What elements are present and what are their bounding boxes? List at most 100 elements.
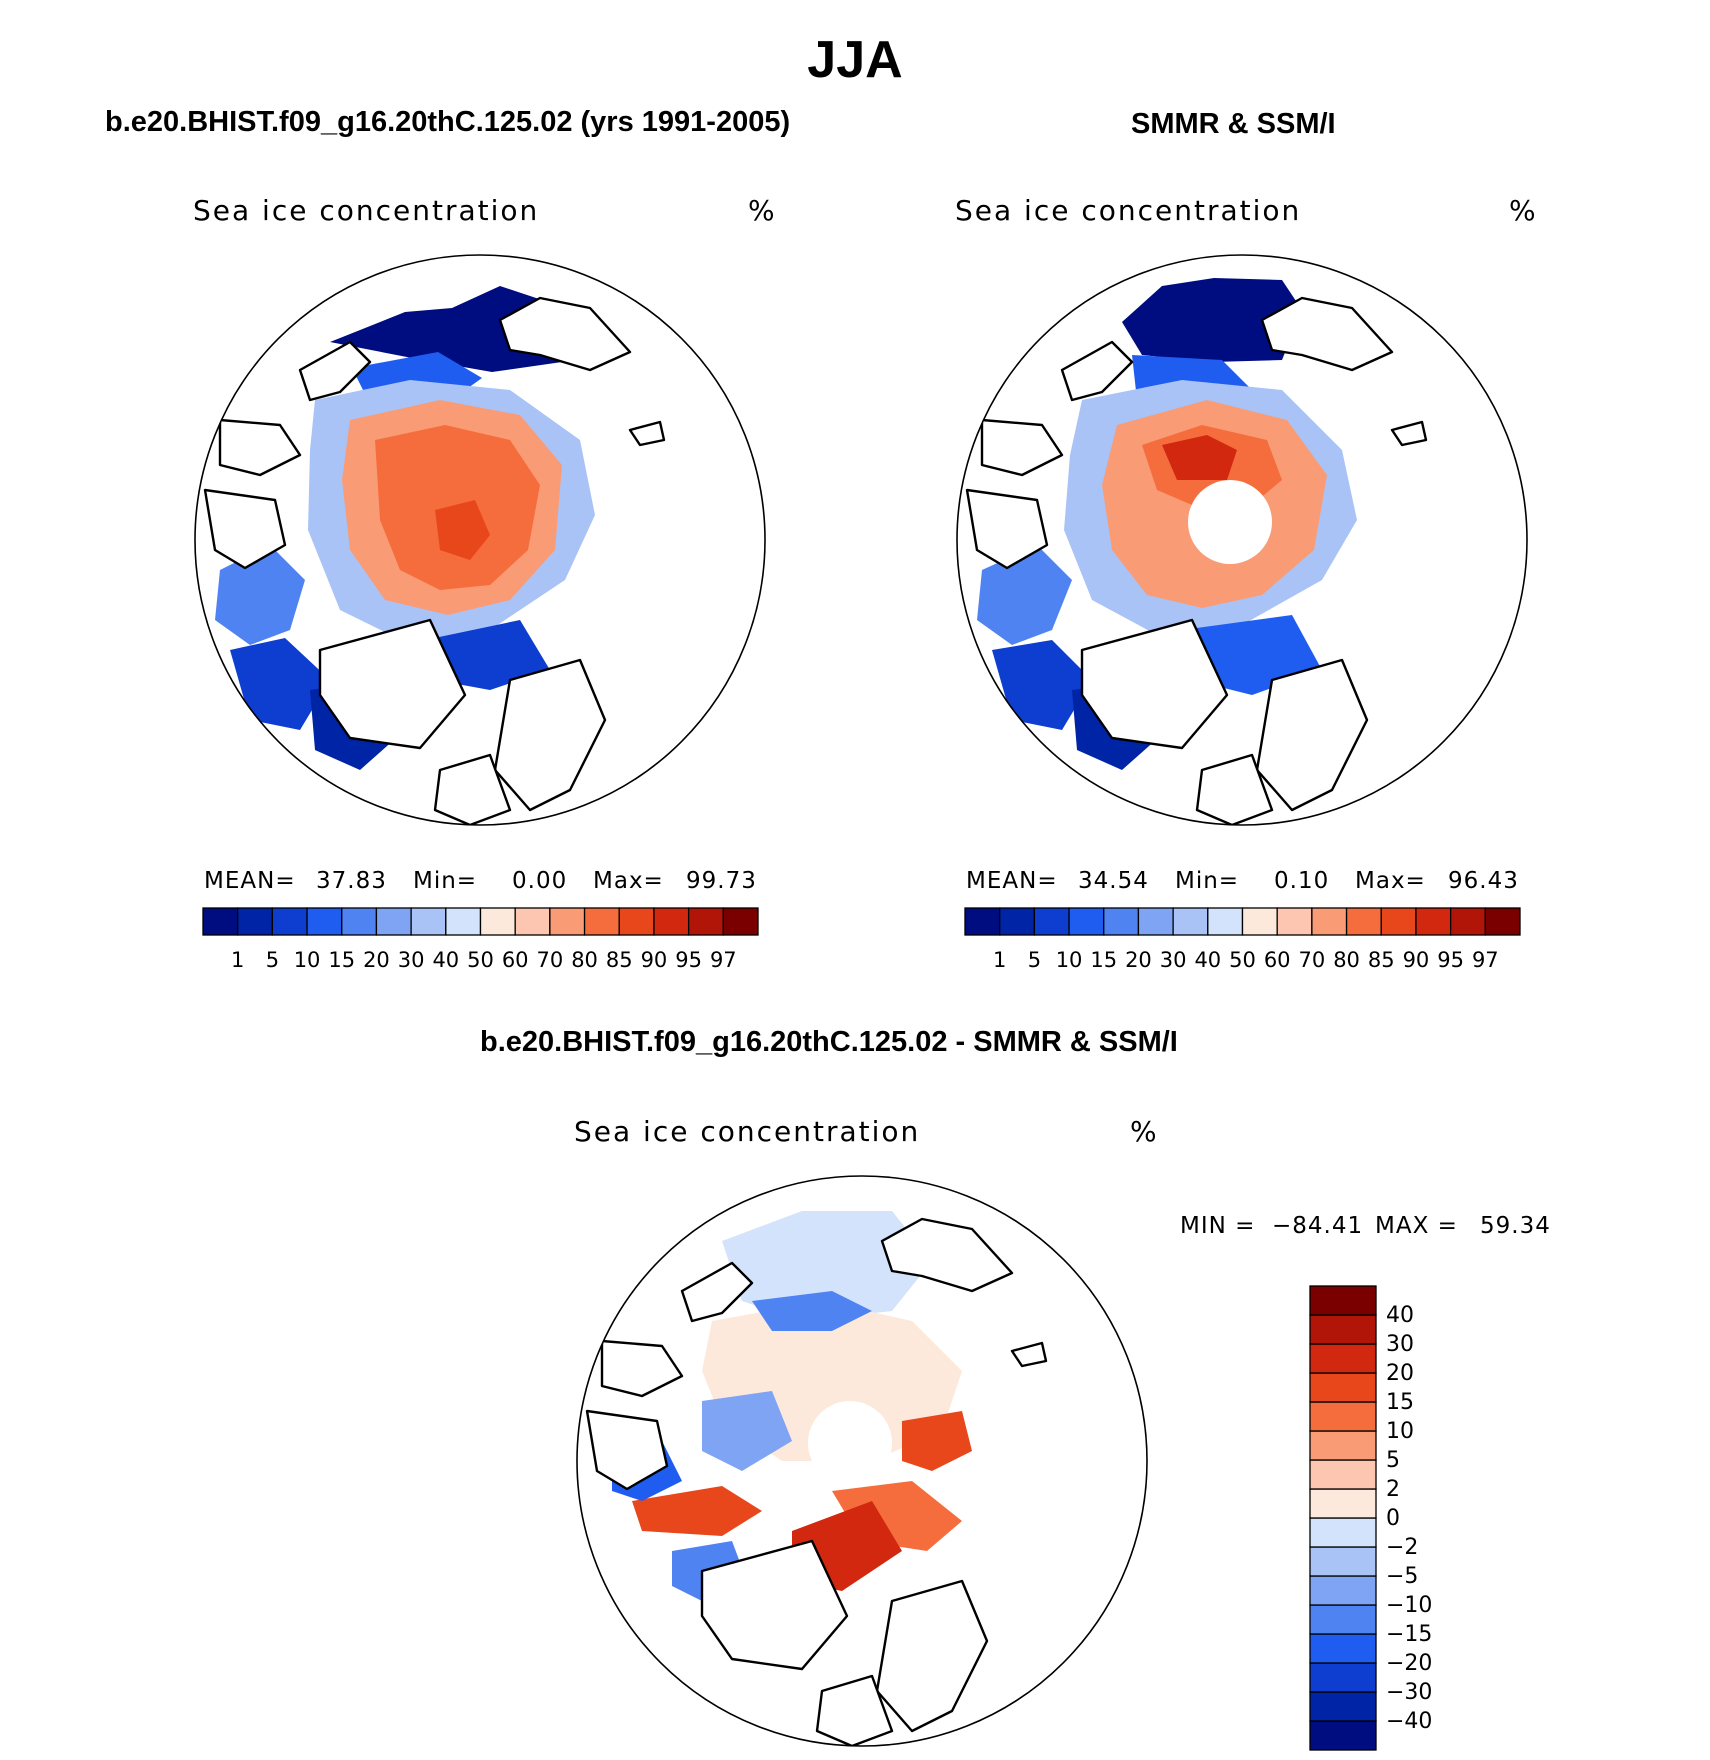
figure-title: JJA [807,31,903,89]
model-variable-label: Sea ice concentration [193,194,540,227]
obs-map-boundary [956,254,1528,826]
obs-colorbar-box [1449,907,1486,936]
obs-colorbar-tick-label: 85 [1368,948,1395,972]
diff-colorbar-box [1309,1662,1377,1693]
obs-colorbar-box [1033,907,1070,936]
obs-colorbar-tick-label: 90 [1403,948,1430,972]
model-colorbar-box [549,907,586,936]
obs-colorbar-tick-label: 50 [1229,948,1256,972]
model-colorbar-box [687,907,724,936]
obs-colorbar-tick-label: 80 [1333,948,1360,972]
model-colorbar-tick-label: 90 [641,948,668,972]
obs-max-value: 96.43 [1448,868,1519,894]
model-coastline [628,420,666,447]
diff-colorbar-tick-label: −20 [1386,1651,1432,1676]
model-colorbar-box [722,907,759,936]
model-colorbar-box [341,907,378,936]
diff-map-content [577,1176,1147,1746]
model-colorbar-tick-label: 80 [571,948,598,972]
model-colorbar-box [445,907,482,936]
model-colorbar-tick-label: 70 [537,948,564,972]
obs-colorbar-tick-label: 97 [1472,948,1499,972]
obs-panel-heading: SMMR & SSM/I [1131,108,1336,140]
model-map-content [195,255,765,825]
model-colorbar-tick-label: 1 [231,948,244,972]
diff-colorbar-tick-label: −10 [1386,1593,1432,1618]
obs-colorbar-box [1276,907,1313,936]
diff-colorbar-box [1309,1285,1377,1316]
diff-coastline [585,1409,669,1491]
diff-panel-heading: b.e20.BHIST.f09_g16.20thC.125.02 - SMMR … [480,1026,1178,1058]
diff-colorbar-box [1309,1633,1377,1664]
diff-coastline [680,1261,754,1323]
model-colorbar-tick-label: 10 [294,948,321,972]
obs-coastline [1060,340,1134,402]
model-coastline [203,488,287,570]
model-colorbar-box [375,907,412,936]
diff-colorbar-box [1309,1691,1377,1722]
model-colorbar-box [410,907,447,936]
model-polar-map [194,254,766,826]
diff-ice-field [722,1211,932,1321]
model-panel-heading: b.e20.BHIST.f09_g16.20thC.125.02 (yrs 19… [105,106,791,138]
model-colorbar-box [514,907,551,936]
diff-colorbar-tick-label: −30 [1386,1680,1432,1705]
model-max-label: Max= [593,868,664,894]
obs-colorbar-tick-label: 5 [1028,948,1041,972]
obs-colorbar-tick-label: 10 [1056,948,1083,972]
model-colorbar-box [237,907,274,936]
diff-colorbar-box [1309,1372,1377,1403]
diff-colorbar-tick-label: −5 [1386,1564,1418,1589]
diff-colorbar-tick-label: 40 [1386,1303,1414,1328]
obs-colorbar-tick-label: 15 [1090,948,1117,972]
model-colorbar-box [306,907,343,936]
model-coastline [433,753,512,825]
diff-ice-field [902,1411,972,1471]
obs-min-label: Min= [1175,868,1240,894]
obs-colorbar-box [1137,907,1174,936]
model-ice-field [435,500,490,560]
diff-colorbar-tick-label: −40 [1386,1709,1432,1734]
obs-variable-label: Sea ice concentration [955,194,1302,227]
diff-coastline [880,1217,1014,1293]
diff-min-label: MIN = [1180,1213,1256,1239]
diff-polar-map [576,1175,1148,1747]
obs-colorbar-tick-label: 30 [1160,948,1187,972]
obs-pole-hole [1188,480,1272,564]
model-colorbar-tick-label: 60 [502,948,529,972]
model-colorbar-tick-label: 15 [328,948,355,972]
obs-colorbar-tick-label: 20 [1125,948,1152,972]
model-colorbar-tick-label: 97 [710,948,737,972]
obs-max-label: Max= [1355,868,1426,894]
obs-colorbar-tick-label: 60 [1264,948,1291,972]
diff-coastline [700,1539,849,1671]
obs-min-value: 0.10 [1274,868,1330,894]
obs-colorbar: 1 5 10 15 20 30 40 50 60 70 80 85 90 95 97 [964,907,1521,972]
diff-colorbar-box [1309,1314,1377,1345]
model-colorbar-tick-label: 50 [467,948,494,972]
obs-colorbar-tick-label: 1 [993,948,1006,972]
model-colorbar: 1 5 10 15 20 30 40 50 60 70 80 85 90 95 97 [202,907,759,972]
obs-ice-field [977,545,1072,645]
model-colorbar-box [479,907,516,936]
model-mean-label: MEAN= [204,868,296,894]
diff-min-value: −84.41 [1272,1213,1364,1239]
diff-pole-hole [808,1401,892,1485]
model-colorbar-box [583,907,620,936]
model-coastline [498,296,632,372]
model-units-label: % [748,194,777,227]
diff-colorbar-box [1309,1343,1377,1374]
obs-colorbar-box [1345,907,1382,936]
model-ice-field [230,638,330,730]
model-colorbar-box [202,907,239,936]
diff-colorbar-box [1309,1546,1377,1577]
diff-coastline [1010,1341,1048,1368]
model-colorbar-box [653,907,690,936]
model-colorbar-tick-label: 20 [363,948,390,972]
diff-colorbar-tick-label: 5 [1386,1448,1400,1473]
model-colorbar-tick-label: 5 [266,948,279,972]
model-colorbar-tick-label: 40 [432,948,459,972]
obs-colorbar-box [1311,907,1348,936]
obs-colorbar-box [1241,907,1278,936]
obs-coastline [980,418,1064,477]
